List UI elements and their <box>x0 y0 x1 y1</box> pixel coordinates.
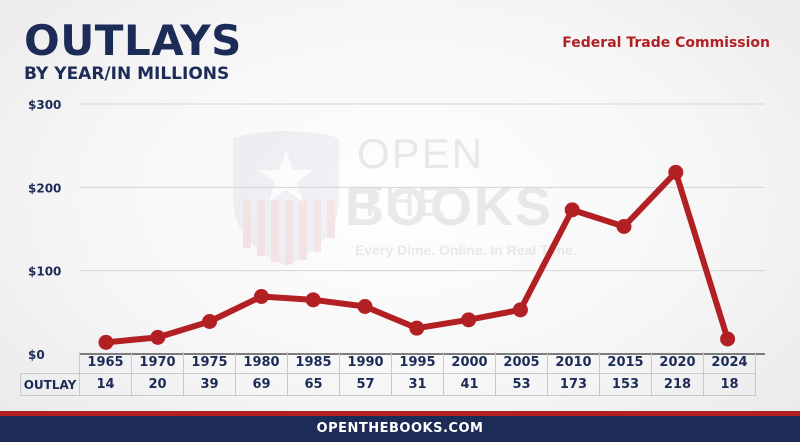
data-label: 53 <box>495 373 548 396</box>
x-tick-label: 1970 <box>131 352 184 374</box>
data-label: 20 <box>131 373 184 396</box>
watermark-shield-icon <box>233 131 339 266</box>
data-point <box>668 164 684 180</box>
data-label: 173 <box>547 373 600 396</box>
page-subtitle: BY YEAR/IN MILLIONS <box>24 64 230 84</box>
outlay-row-header: OUTLAY <box>20 373 80 396</box>
watermark-tagline: Every Dime. Online. In Real Time. <box>355 242 577 258</box>
data-point <box>202 314 218 329</box>
data-point <box>409 320 425 336</box>
x-tick-label: 2005 <box>495 352 548 374</box>
data-label: 14 <box>79 373 132 396</box>
data-point <box>512 302 528 318</box>
x-tick-label: 2015 <box>599 352 652 374</box>
x-tick-label: 2000 <box>443 352 496 374</box>
x-tick-label: 1980 <box>235 352 288 374</box>
data-label: 65 <box>287 373 340 396</box>
footer-site: OPENTHEBOOKS.COM <box>0 416 800 442</box>
series-line <box>103 169 731 346</box>
outlay-row: OUTLAY 14 20 39 69 65 57 31 41 53 173 153 218 18 <box>20 373 756 396</box>
y-tick-label: $100 <box>28 265 61 279</box>
y-tick-label: $200 <box>28 181 61 195</box>
year-row-header <box>21 352 80 374</box>
data-point <box>720 331 736 347</box>
x-tick-label: 2010 <box>547 352 600 374</box>
watermark-line1: OPEN THE <box>357 130 485 225</box>
data-point <box>461 312 477 328</box>
data-point <box>253 289 269 304</box>
data-label: 57 <box>339 373 392 396</box>
data-label: 31 <box>391 373 444 396</box>
x-tick-label: 1995 <box>391 352 444 374</box>
x-tick-label: 1965 <box>79 352 132 374</box>
data-point <box>616 219 632 234</box>
data-point <box>564 202 580 218</box>
data-label: 41 <box>443 373 496 396</box>
agency-label: Federal Trade Commission <box>562 35 770 51</box>
page-title: OUTLAYS <box>24 16 242 65</box>
x-tick-label: 1990 <box>339 352 392 374</box>
y-tick-label: $0 <box>28 348 45 362</box>
data-point <box>150 329 166 345</box>
x-tick-label: 2020 <box>651 352 704 374</box>
data-label: 39 <box>183 373 236 396</box>
data-point <box>305 292 321 308</box>
x-tick-label: 1975 <box>183 352 236 374</box>
x-tick-label: 2024 <box>703 352 756 374</box>
year-row: 1965 1970 1975 1980 1985 1990 1995 2000 2005 2010… <box>21 352 756 374</box>
data-table: 1965 1970 1975 1980 1985 1990 1995 2000 2005 2010… <box>20 352 756 396</box>
data-point <box>98 334 114 350</box>
data-point <box>357 299 373 314</box>
data-label: 153 <box>599 373 652 396</box>
data-label: 69 <box>235 373 288 396</box>
y-tick-label: $300 <box>28 98 61 112</box>
data-label: 218 <box>651 373 704 396</box>
data-label: 18 <box>703 373 756 396</box>
footer-accent-bar <box>0 411 800 416</box>
x-tick-label: 1985 <box>287 352 340 374</box>
